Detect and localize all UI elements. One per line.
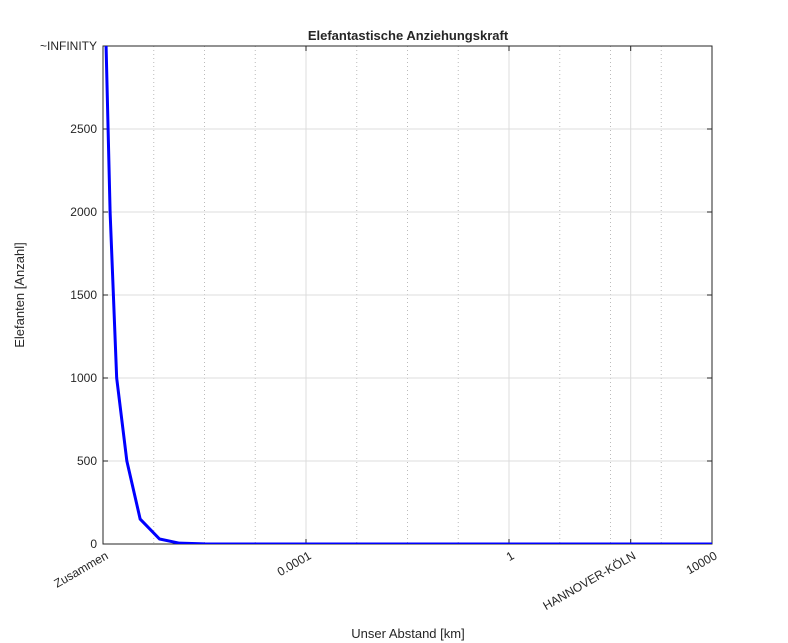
chart-title: Elefantastische Anziehungskraft	[308, 28, 509, 43]
data-line	[104, 46, 712, 544]
y-tick-label: 2500	[70, 122, 97, 136]
y-axis-label: Elefanten [Anzahl]	[12, 242, 27, 348]
y-tick-label: 0	[90, 537, 97, 551]
y-tick-label: 1000	[70, 371, 97, 385]
y-tick-label: ~INFINITY	[40, 39, 97, 53]
y-tick-label: 2000	[70, 205, 97, 219]
y-tick-label: 1500	[70, 288, 97, 302]
y-tick-label: 500	[77, 454, 97, 468]
x-axis-label: Unser Abstand [km]	[351, 626, 464, 641]
